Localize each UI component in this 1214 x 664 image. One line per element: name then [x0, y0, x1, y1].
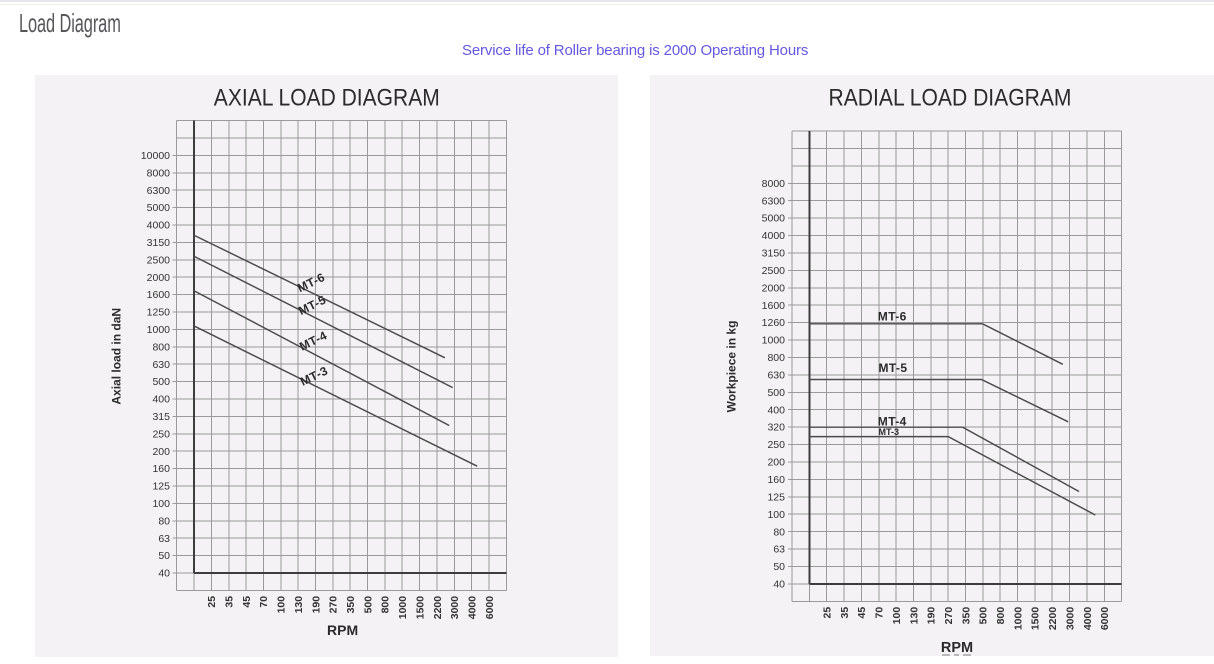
svg-text:MT-6: MT-6 [295, 270, 327, 295]
svg-text:Axial load in daN: Axial load in daN [109, 308, 123, 405]
svg-text:125: 125 [152, 481, 170, 493]
svg-text:63: 63 [158, 533, 170, 545]
svg-text:RPM: RPM [327, 622, 358, 638]
svg-text:40: 40 [773, 579, 785, 591]
svg-text:6300: 6300 [147, 185, 171, 197]
svg-text:35: 35 [224, 596, 236, 608]
svg-text:2500: 2500 [147, 254, 171, 266]
svg-text:400: 400 [152, 394, 170, 406]
svg-text:10000: 10000 [141, 150, 170, 162]
svg-text:100: 100 [891, 607, 903, 625]
svg-text:1600: 1600 [762, 300, 786, 312]
svg-text:1000: 1000 [147, 324, 171, 336]
svg-text:100: 100 [152, 498, 170, 510]
svg-text:50: 50 [158, 550, 170, 562]
svg-text:1250: 1250 [147, 307, 171, 319]
svg-text:800: 800 [767, 352, 785, 364]
svg-text:250: 250 [152, 428, 170, 440]
svg-text:125: 125 [767, 491, 785, 503]
svg-text:5000: 5000 [147, 202, 171, 214]
svg-text:130: 130 [908, 607, 920, 625]
svg-text:2200: 2200 [1047, 607, 1059, 631]
svg-text:200: 200 [152, 446, 170, 458]
svg-text:35: 35 [839, 607, 851, 619]
svg-text:1600: 1600 [147, 289, 171, 301]
svg-text:8000: 8000 [147, 167, 171, 179]
svg-text:MT-5: MT-5 [879, 361, 908, 375]
svg-text:Workpiece in kg: Workpiece in kg [724, 321, 738, 413]
svg-text:4000: 4000 [762, 230, 786, 242]
svg-text:130: 130 [293, 596, 305, 614]
svg-text:MT-5: MT-5 [296, 293, 328, 318]
svg-text:630: 630 [767, 370, 785, 382]
svg-text:2000: 2000 [147, 272, 171, 284]
svg-text:1500: 1500 [1030, 607, 1042, 631]
svg-text:1000: 1000 [1012, 607, 1024, 631]
svg-text:70: 70 [258, 596, 270, 608]
svg-text:2000: 2000 [762, 282, 786, 294]
svg-text:1000: 1000 [762, 335, 786, 347]
svg-text:4000: 4000 [467, 596, 479, 620]
svg-text:3150: 3150 [147, 237, 171, 249]
svg-text:800: 800 [152, 341, 170, 353]
svg-text:6300: 6300 [762, 195, 786, 207]
svg-text:630: 630 [152, 359, 170, 371]
svg-text:1260: 1260 [762, 317, 786, 329]
svg-text:MT-6: MT-6 [878, 309, 907, 323]
svg-text:4000: 4000 [147, 220, 171, 232]
svg-text:3000: 3000 [449, 596, 461, 620]
svg-text:250: 250 [767, 439, 785, 451]
svg-text:4000: 4000 [1082, 607, 1094, 631]
svg-text:RADIAL LOAD DIAGRAM: RADIAL LOAD DIAGRAM [829, 85, 1072, 112]
svg-text:160: 160 [767, 474, 785, 486]
svg-text:315: 315 [152, 411, 170, 423]
svg-text:190: 190 [310, 596, 322, 614]
svg-text:500: 500 [767, 387, 785, 399]
svg-text:200: 200 [767, 457, 785, 469]
svg-text:25: 25 [822, 607, 834, 619]
svg-text:1000: 1000 [397, 596, 409, 620]
svg-text:350: 350 [960, 607, 972, 625]
svg-text:800: 800 [380, 596, 392, 614]
svg-text:1500: 1500 [414, 596, 426, 620]
svg-text:70: 70 [874, 607, 886, 619]
svg-text:320: 320 [767, 422, 785, 434]
svg-text:270: 270 [328, 596, 340, 614]
svg-text:2500: 2500 [762, 265, 786, 277]
svg-text:800: 800 [995, 607, 1007, 625]
svg-text:500: 500 [978, 607, 990, 625]
svg-text:6000: 6000 [484, 596, 496, 620]
svg-text:100: 100 [767, 509, 785, 521]
svg-text:350: 350 [345, 596, 357, 614]
svg-text:50: 50 [773, 561, 785, 573]
svg-text:AXIAL LOAD DIAGRAM: AXIAL LOAD DIAGRAM [214, 85, 440, 112]
svg-text:500: 500 [362, 596, 374, 614]
svg-text:3000: 3000 [1064, 607, 1076, 631]
svg-text:270: 270 [943, 607, 955, 625]
svg-text:190: 190 [926, 607, 938, 625]
svg-text:500: 500 [152, 376, 170, 388]
svg-text:80: 80 [158, 515, 170, 527]
svg-text:25: 25 [206, 596, 218, 608]
svg-text:400: 400 [767, 404, 785, 416]
svg-text:2200: 2200 [432, 596, 444, 620]
svg-text:40: 40 [158, 568, 170, 580]
svg-text:8000: 8000 [762, 178, 786, 190]
svg-text:63: 63 [773, 544, 785, 556]
svg-text:MT-4: MT-4 [297, 328, 329, 353]
svg-text:100: 100 [276, 596, 288, 614]
svg-text:80: 80 [773, 526, 785, 538]
svg-text:MT-3: MT-3 [879, 427, 900, 437]
svg-text:3150: 3150 [762, 248, 786, 260]
svg-text:5000: 5000 [762, 213, 786, 225]
svg-text:45: 45 [856, 607, 868, 619]
svg-text:RPM: RPM [941, 640, 973, 656]
svg-text:45: 45 [241, 596, 253, 608]
svg-text:160: 160 [152, 463, 170, 475]
svg-text:MT-4: MT-4 [878, 414, 907, 428]
svg-text:6000: 6000 [1099, 607, 1111, 631]
